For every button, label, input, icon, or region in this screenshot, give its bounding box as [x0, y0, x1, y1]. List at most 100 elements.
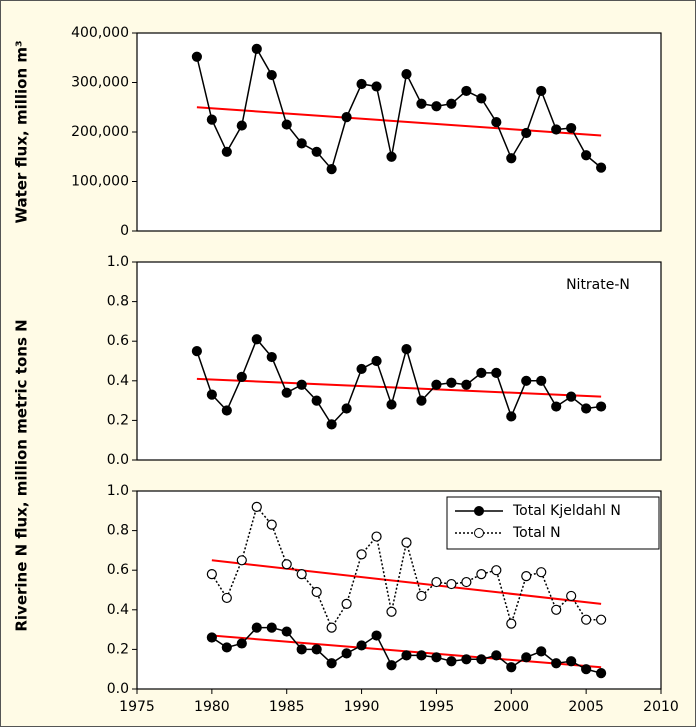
data-point [551, 124, 562, 135]
data-point [461, 85, 472, 97]
data-point [206, 114, 217, 125]
data-point [266, 69, 277, 81]
data-point [506, 662, 517, 673]
trend-line [196, 106, 602, 137]
data-point [521, 375, 532, 386]
plot-area [136, 261, 662, 461]
data-point [281, 387, 292, 398]
data-point [341, 403, 352, 414]
data-point [356, 78, 367, 90]
data-point [596, 614, 607, 625]
y-tick-label: 0.0 [107, 452, 129, 468]
data-point [221, 146, 232, 157]
data-point [236, 555, 247, 566]
data-point [476, 93, 487, 104]
data-point [506, 618, 517, 629]
y-tick-label: 300,000 [71, 75, 129, 91]
data-point [281, 559, 292, 570]
data-point [296, 379, 307, 390]
data-point [491, 116, 502, 128]
data-point [416, 395, 427, 406]
data-point [371, 531, 382, 542]
y-tick-label: 0.0 [107, 681, 129, 697]
data-point [371, 355, 382, 367]
data-point [551, 604, 562, 615]
data-point [431, 101, 442, 112]
data-point [416, 590, 427, 602]
x-tick-label: 2005 [568, 699, 604, 715]
y-tick-label: 100,000 [71, 174, 129, 190]
y-tick-label: 1.0 [107, 254, 129, 270]
x-tick-label: 1995 [419, 699, 455, 715]
plot-area [136, 32, 662, 232]
data-point [581, 614, 592, 625]
data-point [191, 51, 202, 62]
data-point [446, 578, 457, 590]
data-point [551, 658, 562, 669]
data-point [506, 411, 517, 422]
data-point [266, 519, 277, 530]
data-point [566, 590, 577, 602]
y-tick-label: 0.8 [107, 523, 129, 539]
data-point [386, 399, 397, 410]
data-point [401, 650, 412, 661]
data-point [311, 644, 322, 655]
legend-label: Total Kjeldahl N [512, 503, 621, 519]
data-point [476, 654, 487, 665]
data-point [251, 334, 262, 345]
data-point [386, 660, 397, 671]
data-point [311, 586, 322, 598]
data-point [266, 622, 277, 633]
trend-line [211, 559, 602, 605]
data-point [566, 656, 577, 667]
data-point [491, 565, 502, 576]
data-point [326, 164, 337, 175]
y-tick-label: 0.8 [107, 294, 129, 310]
legend-box [446, 496, 660, 550]
data-point [446, 377, 457, 388]
data-point [341, 598, 352, 609]
data-point [326, 622, 337, 633]
data-point [431, 652, 442, 663]
legend-marker [474, 506, 484, 516]
data-point [581, 150, 592, 161]
data-point [431, 379, 442, 390]
x-tick-label: 2010 [643, 699, 679, 715]
data-point [341, 648, 352, 659]
x-tick-label: 1985 [269, 699, 305, 715]
data-point [536, 646, 547, 657]
data-point [191, 346, 202, 357]
data-point [296, 569, 307, 580]
data-point [536, 85, 547, 97]
y-tick-label: 200,000 [71, 124, 129, 140]
legend-label: Total N [512, 525, 561, 541]
y-axis-label: Riverine N flux, million metric tons N [13, 319, 31, 631]
y-tick-label: 0.6 [107, 562, 129, 578]
data-point [296, 644, 307, 655]
data-point [551, 401, 562, 412]
y-tick-label: 0 [120, 223, 129, 239]
data-point [581, 403, 592, 414]
data-point [596, 162, 607, 173]
x-tick-label: 2000 [493, 699, 529, 715]
y-tick-label: 0.2 [107, 412, 129, 428]
series-line [196, 337, 602, 426]
data-point [386, 151, 397, 162]
data-point [386, 606, 397, 617]
data-point [221, 405, 232, 416]
data-point [311, 146, 322, 157]
data-point [371, 81, 382, 92]
y-tick-label: 0.4 [107, 602, 129, 618]
data-point [446, 98, 457, 109]
data-point [266, 351, 277, 363]
y-tick-label: 400,000 [71, 25, 129, 41]
data-point [356, 549, 367, 560]
data-point [596, 668, 607, 679]
data-point [596, 401, 607, 412]
data-point [491, 650, 502, 661]
data-point [311, 395, 322, 406]
data-point [521, 127, 532, 139]
data-point [416, 650, 427, 661]
y-tick-label: 0.6 [107, 333, 129, 349]
data-point [326, 419, 337, 430]
